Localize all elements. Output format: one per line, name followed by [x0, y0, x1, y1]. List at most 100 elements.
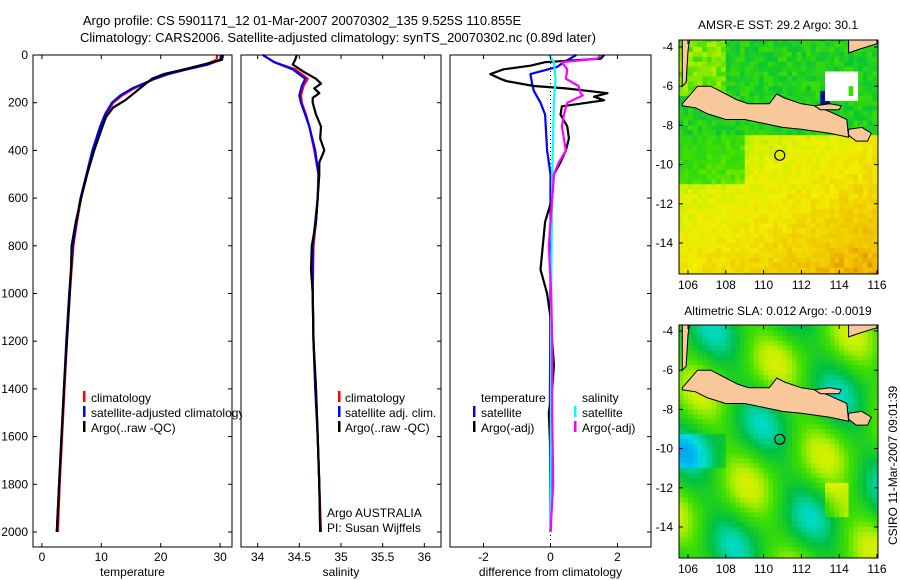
- sla-cell: [825, 458, 831, 464]
- sla-cell: [820, 492, 826, 499]
- sst-cell: [777, 198, 783, 205]
- sst-cell: [820, 247, 826, 254]
- sst-cell: [810, 71, 817, 77]
- sla-cell: [763, 375, 769, 381]
- sst-cell: [740, 198, 746, 205]
- sla-cell: [692, 458, 698, 464]
- sla-cell: [692, 517, 698, 523]
- sst-cell: [801, 198, 807, 205]
- sla-cell: [829, 375, 835, 381]
- sla-cell: [834, 375, 840, 381]
- sst-cell: [735, 135, 741, 141]
- sla-cell: [843, 478, 850, 484]
- sst-cell: [815, 96, 821, 102]
- sla-cell: [711, 453, 717, 459]
- sst-cell: [815, 159, 821, 166]
- sla-cell: [688, 448, 694, 454]
- sst-cell: [721, 149, 727, 156]
- sst-cell: [773, 198, 779, 205]
- sla-cell: [697, 522, 703, 528]
- sst-cell: [862, 179, 868, 185]
- sst-cell: [683, 184, 689, 190]
- sst-cell: [768, 51, 774, 58]
- sst-cell: [683, 233, 689, 239]
- sst-cell: [829, 66, 835, 72]
- sla-cell: [688, 443, 694, 450]
- sst-cell: [829, 233, 835, 239]
- sst-cell: [787, 140, 793, 146]
- sst-cell: [843, 272, 850, 274]
- sla-cell: [806, 517, 812, 523]
- sla-cell: [872, 473, 878, 479]
- sst-cell: [834, 145, 840, 151]
- sst-cell: [768, 96, 774, 102]
- sst-cell: [744, 262, 750, 268]
- sst-cell: [683, 262, 689, 268]
- sst-cell: [867, 71, 873, 77]
- sla-cell: [716, 482, 722, 489]
- sla-cell: [815, 331, 821, 337]
- sla-cell: [853, 345, 859, 352]
- map-field: [679, 40, 878, 282]
- sst-cell: [702, 184, 708, 190]
- sla-cell: [777, 517, 783, 523]
- sst-cell: [810, 194, 817, 200]
- sst-cell: [801, 169, 807, 175]
- lon-tick-label: 110: [754, 562, 773, 576]
- sla-cell: [721, 448, 727, 454]
- sla-cell: [721, 409, 727, 415]
- sla-cell: [735, 556, 741, 558]
- sst-map: 106 108 110 112 114 116-4-6-8-10-12-14: [656, 39, 887, 292]
- sst-cell: [867, 243, 873, 249]
- sla-cell: [820, 335, 826, 342]
- sst-cell: [688, 257, 694, 264]
- sst-cell: [810, 42, 817, 48]
- sst-cell: [773, 213, 779, 219]
- sst-cell: [740, 164, 746, 170]
- sst-cell: [702, 135, 708, 141]
- sla-cell: [801, 380, 807, 386]
- sst-cell: [777, 267, 783, 273]
- sst-cell: [706, 164, 713, 170]
- sst-cell: [848, 262, 854, 268]
- sst-cell: [725, 218, 731, 224]
- sla-cell: [697, 487, 703, 494]
- sla-cell: [862, 502, 868, 508]
- sst-cell: [853, 272, 859, 274]
- sla-cell: [806, 355, 812, 361]
- sst-cell: [796, 154, 802, 161]
- sst-cell: [862, 174, 868, 180]
- sla-cell: [862, 409, 868, 415]
- sst-cell: [735, 189, 741, 195]
- sla-cell: [702, 463, 708, 469]
- sst-cell: [872, 262, 878, 268]
- sla-cell: [867, 380, 873, 386]
- sst-cell: [754, 135, 760, 141]
- sla-cell: [679, 536, 684, 543]
- sst-cell: [725, 125, 731, 131]
- sla-cell: [829, 551, 835, 557]
- sst-cell: [763, 86, 769, 92]
- sla-cell: [872, 522, 878, 528]
- sst-cell: [740, 218, 746, 224]
- sst-cell: [716, 40, 722, 43]
- sst-cell: [744, 184, 750, 190]
- sst-cell: [783, 277, 788, 282]
- sla-cell: [867, 468, 873, 474]
- sst-cell: [711, 145, 717, 151]
- sst-cell: [754, 149, 760, 156]
- sla-cell: [820, 463, 826, 469]
- sst-cell: [721, 228, 727, 234]
- sst-cell: [763, 145, 769, 151]
- sst-cell: [749, 223, 755, 229]
- sst-cell: [683, 208, 689, 215]
- sst-cell: [730, 228, 736, 234]
- sst-cell: [725, 159, 731, 166]
- sla-cell: [735, 473, 741, 479]
- sla-cell: [768, 468, 774, 474]
- sla-cell: [740, 365, 746, 371]
- sst-cell: [730, 272, 736, 274]
- sla-cell: [763, 419, 769, 425]
- sla-cell: [820, 414, 826, 420]
- sla-cell: [758, 502, 765, 508]
